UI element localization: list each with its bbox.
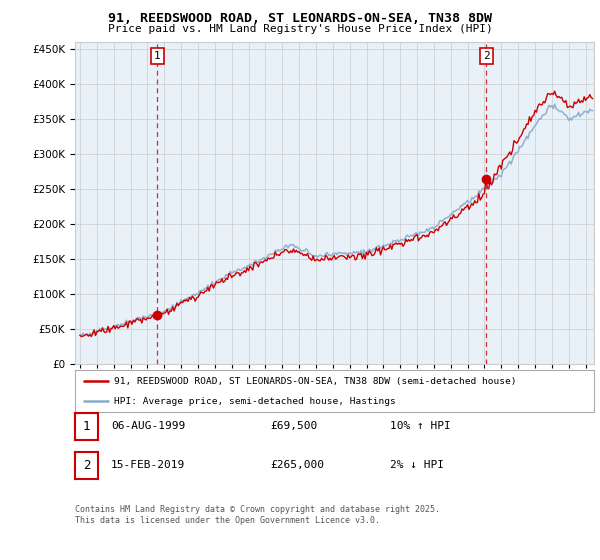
Text: 15-FEB-2019: 15-FEB-2019 xyxy=(111,460,185,470)
Text: Price paid vs. HM Land Registry's House Price Index (HPI): Price paid vs. HM Land Registry's House … xyxy=(107,24,493,34)
Text: 06-AUG-1999: 06-AUG-1999 xyxy=(111,421,185,431)
Text: 2: 2 xyxy=(83,459,90,472)
Text: 1: 1 xyxy=(83,419,90,433)
Text: 91, REEDSWOOD ROAD, ST LEONARDS-ON-SEA, TN38 8DW: 91, REEDSWOOD ROAD, ST LEONARDS-ON-SEA, … xyxy=(108,12,492,25)
Text: 91, REEDSWOOD ROAD, ST LEONARDS-ON-SEA, TN38 8DW (semi-detached house): 91, REEDSWOOD ROAD, ST LEONARDS-ON-SEA, … xyxy=(114,377,517,386)
Text: 10% ↑ HPI: 10% ↑ HPI xyxy=(390,421,451,431)
Text: HPI: Average price, semi-detached house, Hastings: HPI: Average price, semi-detached house,… xyxy=(114,396,395,405)
Text: Contains HM Land Registry data © Crown copyright and database right 2025.
This d: Contains HM Land Registry data © Crown c… xyxy=(75,505,440,525)
Text: 1: 1 xyxy=(154,51,161,61)
Text: £265,000: £265,000 xyxy=(270,460,324,470)
Text: 2% ↓ HPI: 2% ↓ HPI xyxy=(390,460,444,470)
Text: 2: 2 xyxy=(483,51,490,61)
Text: £69,500: £69,500 xyxy=(270,421,317,431)
